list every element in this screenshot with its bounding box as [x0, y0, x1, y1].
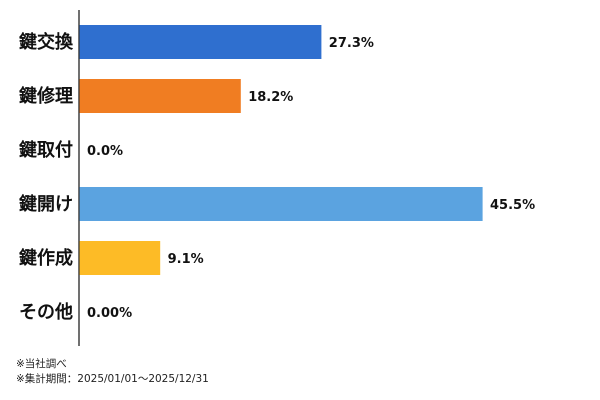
category-label-1: 鍵修理 — [19, 85, 73, 107]
category-label-5: その他 — [19, 301, 73, 323]
value-label-1: 18.2% — [248, 90, 293, 105]
value-labels-group: 27.3% 18.2% 0.0% 45.5% 9.1% 0.00% — [87, 36, 535, 321]
source-note: ※当社調べ — [16, 358, 67, 370]
value-label-5: 0.00% — [87, 306, 132, 321]
category-label-4: 鍵作成 — [19, 247, 73, 269]
bars-group — [79, 25, 483, 275]
category-label-2: 鍵取付 — [19, 139, 73, 161]
value-label-2: 0.0% — [87, 144, 123, 159]
period-note: ※集計期間：2025/01/01〜2025/12/31 — [16, 373, 209, 385]
bar-3 — [79, 187, 483, 221]
category-label-3: 鍵開け — [19, 193, 73, 215]
category-label-0: 鍵交換 — [19, 31, 74, 53]
value-label-4: 9.1% — [168, 252, 204, 267]
value-label-3: 45.5% — [490, 198, 535, 213]
footnotes: ※当社調べ ※集計期間：2025/01/01〜2025/12/31 — [16, 357, 209, 387]
bar-4 — [79, 241, 161, 275]
value-label-0: 27.3% — [329, 36, 374, 51]
bar-0 — [79, 25, 322, 59]
bar-1 — [79, 79, 241, 113]
